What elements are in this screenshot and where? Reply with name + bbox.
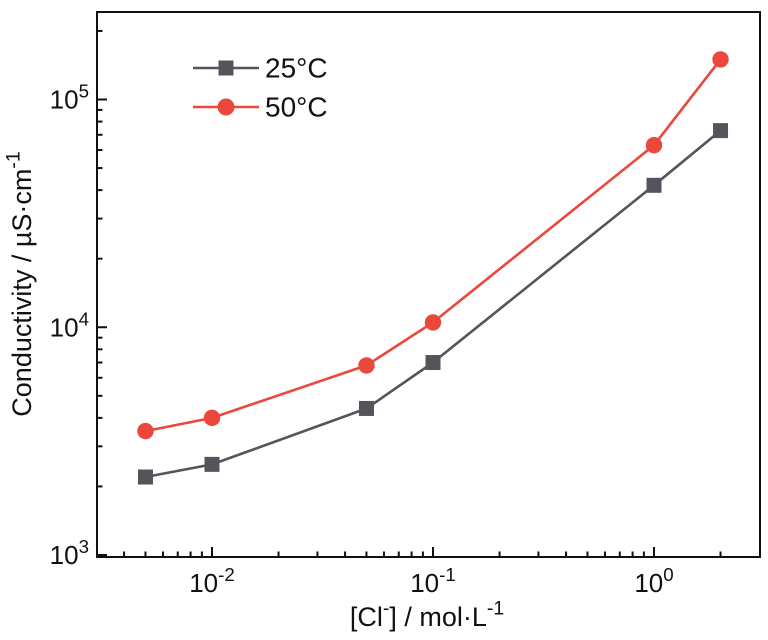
legend-label-50c: 50°C xyxy=(265,92,328,123)
data-point-circle-50c xyxy=(424,314,442,331)
data-point-square-25c xyxy=(358,400,374,416)
data-point-square-25c xyxy=(646,177,662,193)
data-point-circle-50c xyxy=(358,357,375,374)
y-tick-label: 104 xyxy=(50,308,89,342)
data-point-square-25c xyxy=(713,123,729,139)
x-tick-label: 10-1 xyxy=(410,564,456,598)
series-line-50c xyxy=(144,58,722,433)
legend-label-25c: 25°C xyxy=(265,53,328,84)
y-tick-label: 105 xyxy=(50,81,89,115)
data-point-square-25c xyxy=(137,469,153,485)
y-axis-title: Conductivity / µS·cm-1 xyxy=(3,151,37,416)
data-point-square-25c xyxy=(204,456,220,472)
x-tick-label: 10-2 xyxy=(189,564,235,598)
data-point-square-25c xyxy=(425,355,441,371)
series-line-25c xyxy=(144,129,722,479)
data-point-circle-50c xyxy=(712,51,729,68)
data-point-circle-50c xyxy=(137,422,154,440)
data-point-circle-50c xyxy=(203,409,221,427)
data-point-circle-50c xyxy=(645,137,663,154)
x-axis-title: [Cl-] / mol·L-1 xyxy=(350,598,504,632)
legend-marker-square-25c xyxy=(218,60,234,76)
y-tick-label: 103 xyxy=(50,536,89,570)
legend-marker-circle-50c xyxy=(217,98,235,116)
plot-frame xyxy=(96,11,761,558)
x-tick-label: 100 xyxy=(634,564,673,598)
